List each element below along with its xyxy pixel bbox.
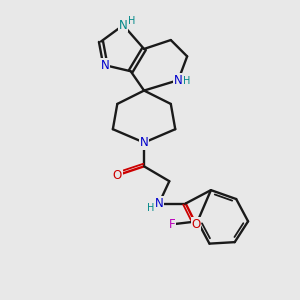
Text: H: H	[128, 16, 135, 26]
Text: H: H	[184, 76, 191, 86]
Text: O: O	[113, 169, 122, 182]
Text: N: N	[174, 74, 183, 87]
Text: O: O	[191, 218, 201, 231]
Text: N: N	[140, 136, 148, 149]
Text: F: F	[169, 218, 175, 231]
Text: N: N	[101, 59, 110, 72]
Text: H: H	[147, 203, 154, 213]
Text: N: N	[119, 19, 128, 32]
Text: N: N	[154, 197, 163, 210]
